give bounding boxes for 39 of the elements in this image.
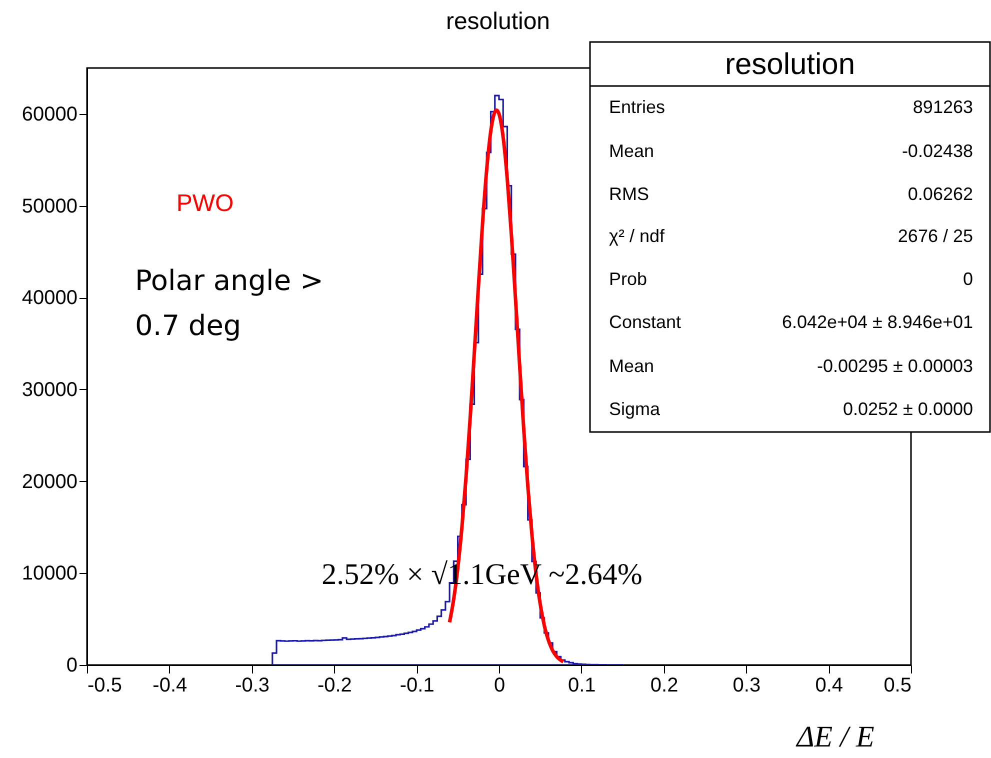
annotation: 0.06262	[908, 184, 973, 204]
x-tick-label: 0.5	[884, 674, 912, 696]
annotation: RMS	[609, 184, 649, 204]
y-tick-label: 60000	[22, 103, 78, 126]
annotation: χ² / ndf	[609, 226, 666, 246]
annotation: Sigma	[609, 399, 662, 419]
annotation: -0.02438	[902, 141, 973, 161]
x-tick-label: 0	[494, 674, 506, 696]
annotation: Prob	[609, 269, 648, 289]
annotation: 2676 / 25	[898, 226, 973, 246]
annotation: PWO	[176, 190, 234, 217]
annotation: Polar angle > 0.7 deg	[135, 264, 324, 342]
y-tick-label: 0	[66, 654, 78, 676]
annotation: 6.042e+04 ± 8.946e+01	[782, 312, 973, 332]
x-tick-label: -0.1	[400, 674, 434, 696]
annotation: Mean	[609, 356, 654, 376]
y-tick-label: 50000	[22, 195, 78, 218]
x-tick-label: 0.2	[650, 674, 678, 696]
annotation: Entries	[609, 97, 666, 117]
y-tick-label: 30000	[22, 378, 78, 401]
annotation: Mean	[609, 141, 654, 161]
x-tick-label: -0.5	[88, 674, 122, 696]
annotation: resolution	[724, 48, 856, 81]
text: 891263	[912, 97, 973, 117]
y-tick-label: 40000	[22, 287, 78, 310]
x-tick-label: 0.1	[568, 674, 596, 696]
x-tick-label: -0.4	[152, 674, 188, 696]
x-axis-title: ΔE / E	[796, 720, 874, 754]
x-tick-label: -0.2	[317, 674, 352, 696]
annotation: Constant	[609, 312, 682, 332]
x-tick-label: 0.4	[815, 674, 844, 696]
x-tick-label: 0.3	[732, 674, 761, 696]
annotation: 0.0252 ± 0.0000	[843, 399, 973, 419]
y-tick-label: 20000	[22, 470, 78, 493]
annotation: -0.00295 ± 0.00003	[816, 356, 973, 376]
text: 0	[962, 269, 973, 289]
chart-title: resolution	[446, 8, 550, 35]
y-tick-label: 10000	[22, 562, 78, 585]
x-tick-label: -0.3	[235, 674, 270, 696]
